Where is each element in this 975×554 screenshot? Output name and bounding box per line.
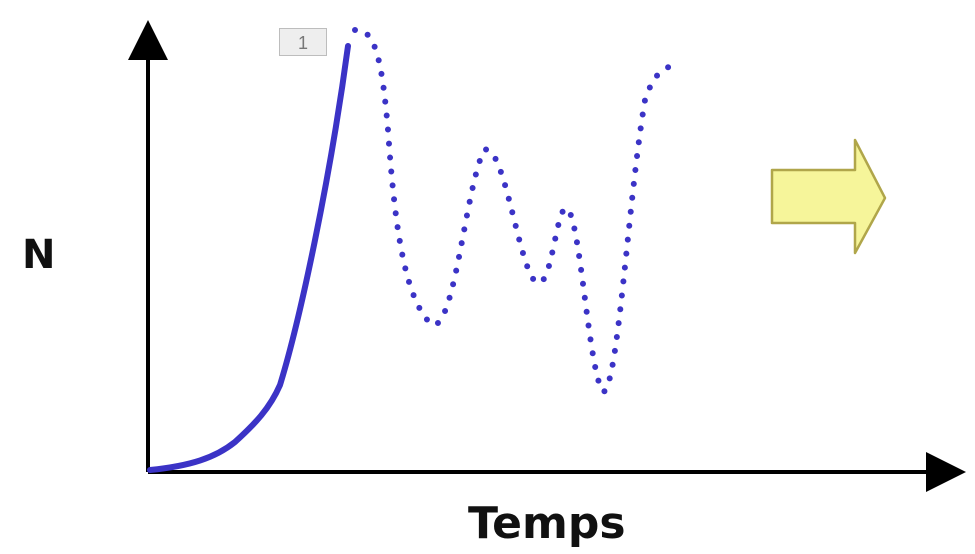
oscillation-curve-dotted [352, 26, 683, 396]
growth-curve-solid [147, 43, 351, 473]
arrow-right-icon [770, 138, 887, 255]
x-axis-label: Temps [468, 498, 626, 549]
y-axis-label: N [22, 232, 56, 278]
slide-badge: 1 [279, 28, 327, 56]
